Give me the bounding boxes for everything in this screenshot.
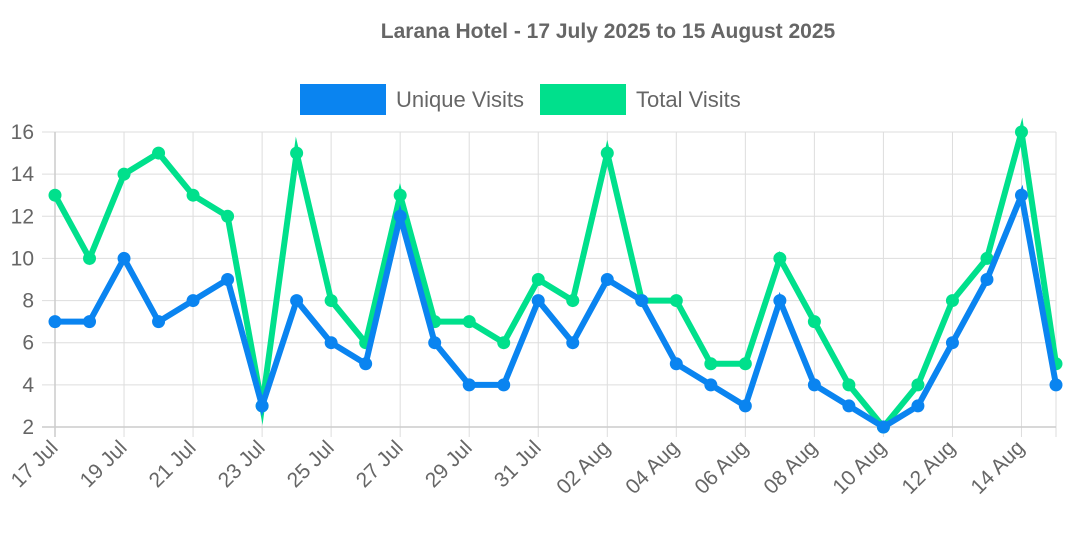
- data-point-unique-visits: [152, 315, 166, 329]
- chart-series: [48, 117, 1063, 434]
- y-tick-label: 6: [22, 332, 34, 355]
- chart-grid: [42, 131, 1057, 437]
- legend-label-total-visits: Total Visits: [636, 86, 741, 112]
- data-point-unique-visits: [1014, 188, 1028, 202]
- data-point-unique-visits: [911, 399, 925, 413]
- data-point-unique-visits: [669, 357, 683, 371]
- data-point-total-visits: [221, 209, 235, 223]
- data-point-total-visits: [48, 188, 62, 202]
- data-point-unique-visits: [738, 399, 752, 413]
- x-tick-label: 08 Aug: [759, 436, 822, 499]
- data-point-total-visits: [152, 146, 166, 160]
- data-point-total-visits: [462, 315, 476, 329]
- data-point-unique-visits: [83, 315, 97, 329]
- data-point-unique-visits: [704, 378, 718, 392]
- data-point-total-visits: [83, 251, 97, 265]
- series-line-unique-visits: [55, 184, 1059, 431]
- x-tick-label: 23 Jul: [214, 436, 270, 492]
- data-point-unique-visits: [324, 336, 338, 350]
- x-tick-label: 25 Jul: [283, 436, 339, 492]
- data-point-unique-visits: [393, 209, 407, 223]
- data-point-unique-visits: [945, 336, 959, 350]
- data-point-unique-visits: [462, 378, 476, 392]
- data-point-unique-visits: [255, 399, 269, 413]
- x-tick-label: 21 Jul: [145, 436, 201, 492]
- data-point-unique-visits: [531, 294, 545, 308]
- data-point-total-visits: [117, 167, 131, 181]
- data-point-unique-visits: [48, 315, 62, 329]
- data-point-unique-visits: [428, 336, 442, 350]
- x-tick-label: 06 Aug: [690, 436, 753, 499]
- legend-item-unique-visits[interactable]: Unique Visits: [300, 84, 524, 115]
- data-point-unique-visits: [807, 378, 821, 392]
- data-point-total-visits: [669, 294, 683, 308]
- x-tick-label: 27 Jul: [352, 436, 408, 492]
- data-point-unique-visits: [980, 273, 994, 286]
- data-point-total-visits: [290, 146, 304, 160]
- data-point-unique-visits: [1049, 378, 1063, 392]
- data-point-total-visits: [393, 188, 407, 202]
- chart-legend: Unique Visits Total Visits: [300, 84, 757, 115]
- data-point-total-visits: [945, 294, 959, 308]
- data-point-total-visits: [1014, 125, 1028, 139]
- y-tick-label: 8: [22, 290, 34, 313]
- data-point-unique-visits: [186, 294, 200, 308]
- data-point-total-visits: [980, 251, 994, 265]
- data-point-total-visits: [704, 357, 718, 371]
- data-point-total-visits: [738, 357, 752, 371]
- data-point-total-visits: [566, 294, 580, 308]
- legend-label-unique-visits: Unique Visits: [396, 86, 524, 112]
- y-tick-label: 12: [11, 205, 34, 228]
- y-tick-label: 16: [11, 121, 34, 144]
- x-tick-label: 14 Aug: [967, 436, 1030, 499]
- data-point-unique-visits: [876, 420, 890, 434]
- data-point-unique-visits: [566, 336, 580, 350]
- data-point-total-visits: [773, 251, 787, 265]
- x-tick-label: 19 Jul: [76, 436, 132, 492]
- x-tick-label: 04 Aug: [621, 436, 684, 499]
- x-tick-label: 02 Aug: [552, 436, 615, 499]
- data-point-unique-visits: [359, 357, 373, 371]
- data-point-unique-visits: [497, 378, 511, 392]
- legend-item-total-visits[interactable]: Total Visits: [540, 84, 741, 115]
- data-point-total-visits: [497, 336, 511, 350]
- legend-swatch-total-visits: [540, 84, 626, 115]
- data-point-unique-visits: [290, 294, 304, 308]
- x-tick-label: 10 Aug: [828, 436, 891, 499]
- series-line-total-visits: [52, 117, 1059, 432]
- data-point-unique-visits: [842, 399, 856, 413]
- y-tick-label: 10: [11, 247, 34, 270]
- data-point-total-visits: [911, 378, 925, 392]
- y-tick-label: 4: [22, 374, 34, 397]
- x-tick-label: 31 Jul: [490, 436, 546, 492]
- data-point-total-visits: [531, 273, 545, 286]
- data-point-total-visits: [600, 146, 614, 160]
- data-point-unique-visits: [773, 294, 787, 308]
- y-tick-label: 14: [11, 163, 35, 186]
- data-point-unique-visits: [221, 273, 235, 286]
- x-tick-label: 17 Jul: [7, 436, 63, 492]
- data-point-unique-visits: [635, 294, 649, 308]
- data-point-total-visits: [186, 188, 200, 202]
- data-point-unique-visits: [117, 251, 131, 265]
- x-tick-label: 12 Aug: [897, 436, 960, 499]
- chart-title: Larana Hotel - 17 July 2025 to 15 August…: [380, 20, 836, 43]
- data-point-unique-visits: [600, 273, 614, 286]
- data-point-total-visits: [324, 294, 338, 308]
- legend-swatch-unique-visits: [300, 84, 386, 115]
- data-point-total-visits: [842, 378, 856, 392]
- y-tick-label: 2: [22, 416, 34, 439]
- data-point-total-visits: [807, 315, 821, 329]
- x-tick-label: 29 Jul: [421, 436, 477, 492]
